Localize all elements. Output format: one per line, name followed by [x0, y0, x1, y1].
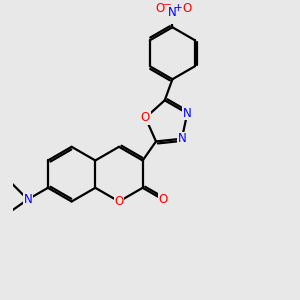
Text: O: O [114, 195, 124, 208]
Text: +: + [174, 3, 183, 13]
Text: −: − [163, 0, 171, 10]
Text: N: N [168, 6, 177, 19]
Text: O: O [141, 111, 150, 124]
Text: N: N [183, 107, 192, 120]
Text: N: N [178, 132, 186, 145]
Text: O: O [182, 2, 191, 15]
Text: O: O [155, 2, 164, 15]
Text: O: O [158, 193, 167, 206]
Text: N: N [23, 193, 32, 206]
